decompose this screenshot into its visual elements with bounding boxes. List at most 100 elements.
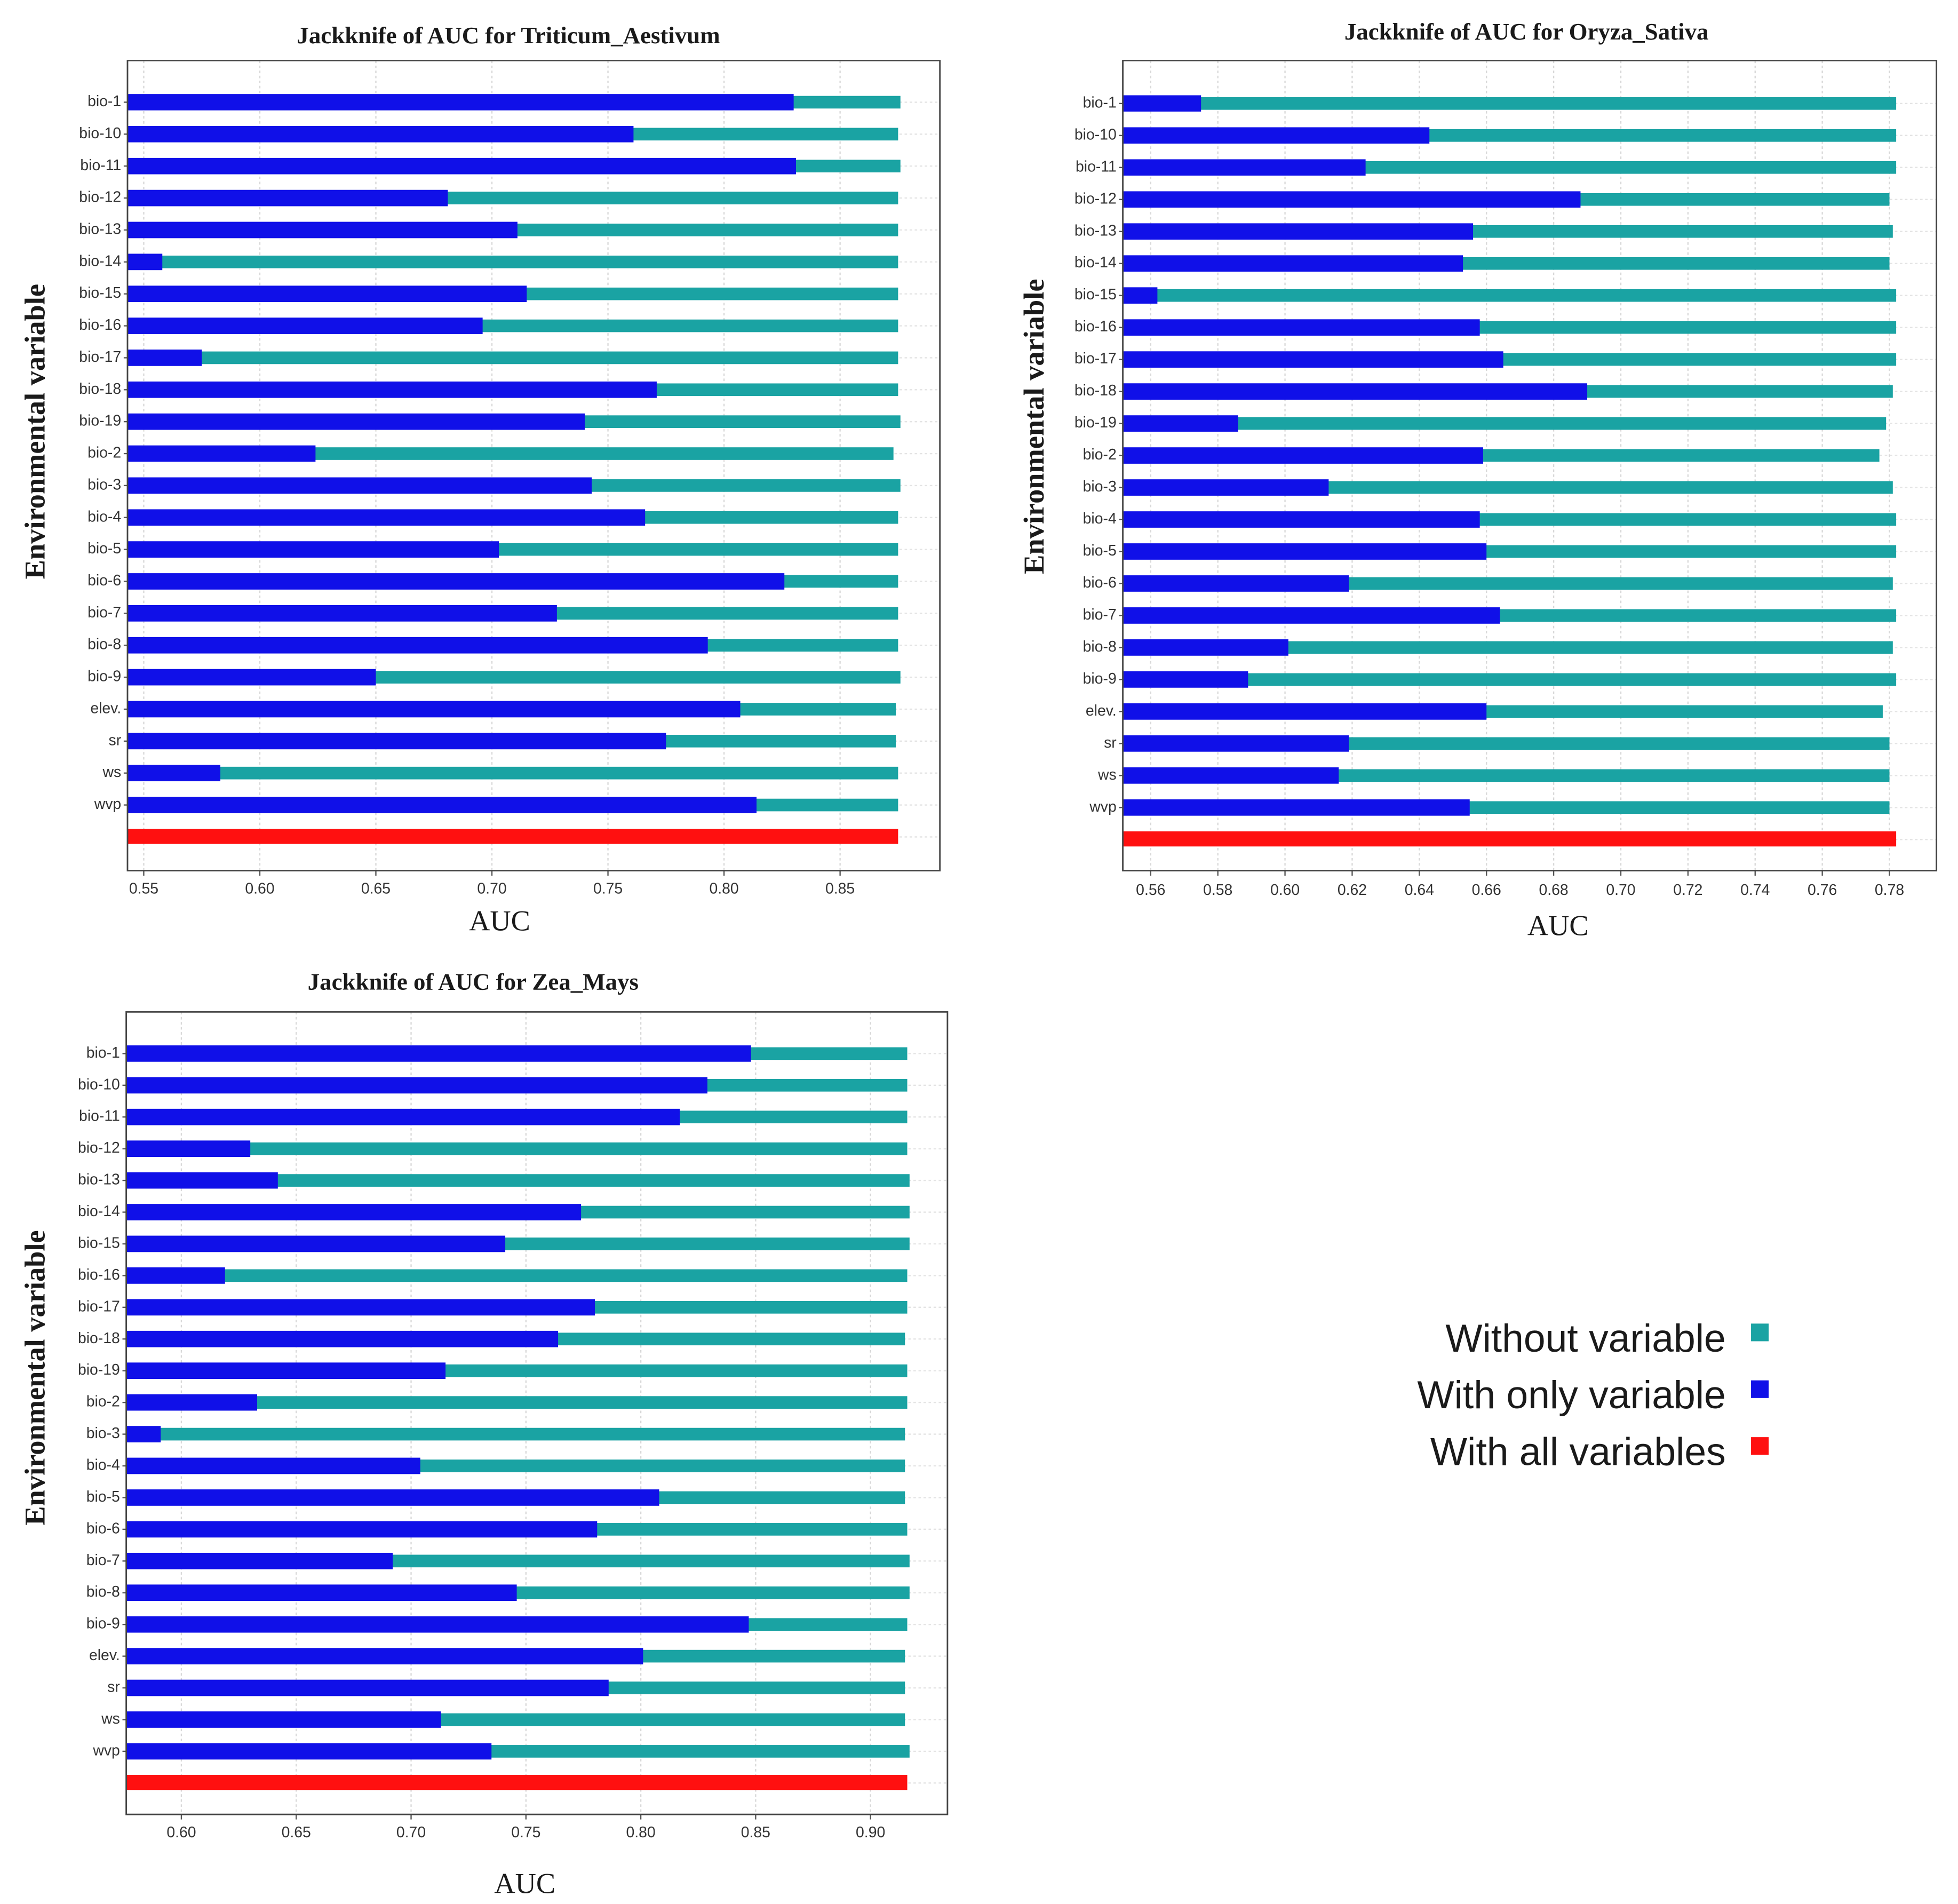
x-tick-label: 0.70 — [477, 880, 506, 897]
y-tick-label: bio-4 — [86, 1456, 120, 1473]
bar-with-only — [126, 1552, 393, 1569]
bar-with-only — [1123, 447, 1483, 464]
legend-swatch — [1751, 1437, 1769, 1455]
bar-with-only — [127, 157, 796, 174]
plot-frame — [1122, 60, 1938, 871]
bar-with-only — [127, 221, 518, 239]
bar-all — [1123, 831, 1897, 847]
bar-with-only — [1123, 543, 1487, 560]
x-tick-label: 0.80 — [709, 880, 738, 897]
x-tick-label: 0.58 — [1203, 882, 1232, 899]
chart: 0.60 0.65 0.70 0.75 0.80 0.85 0.90 bio-1 bio-10 b… — [19, 969, 949, 1899]
bar-with-only — [126, 1457, 420, 1474]
bar-without — [1123, 289, 1897, 302]
y-tick-label: bio-14 — [79, 252, 121, 269]
bar-with-only — [1123, 191, 1581, 208]
y-tick-label: bio-11 — [1076, 158, 1117, 175]
x-tick-label: 0.85 — [741, 1824, 770, 1841]
bar-without — [126, 1396, 908, 1409]
y-tick-label: bio-16 — [1074, 318, 1117, 335]
y-axis-label: Environmental variable — [19, 1230, 51, 1525]
bar-with-only — [1123, 767, 1339, 784]
bar-with-only — [127, 381, 657, 398]
bar-with-only — [1123, 127, 1430, 144]
bar-with-only — [1123, 511, 1480, 528]
y-tick-label: bio-16 — [78, 1266, 120, 1283]
x-tick-label: 0.65 — [361, 880, 391, 897]
bar-with-only — [1123, 319, 1480, 336]
bar-with-only — [1123, 383, 1588, 400]
y-tick-label: ws — [102, 764, 121, 781]
bar-with-only — [126, 1204, 582, 1220]
y-tick-label: wvp — [1089, 798, 1116, 815]
bar-with-only — [127, 733, 666, 750]
y-tick-label: bio-12 — [1074, 190, 1117, 207]
bar-with-only — [1123, 351, 1503, 368]
y-tick-label: bio-14 — [78, 1203, 120, 1220]
bar-without — [126, 1142, 908, 1155]
y-tick-label: bio-10 — [78, 1076, 120, 1093]
y-tick-label: ws — [1097, 766, 1117, 783]
y-axis-label: Environmental variable — [1018, 279, 1050, 574]
bar-with-only — [126, 1077, 707, 1094]
x-tick-label: 0.80 — [626, 1824, 655, 1841]
bar-without — [1123, 97, 1897, 110]
y-tick-label: bio-13 — [78, 1171, 120, 1188]
y-tick-label: sr — [109, 732, 122, 749]
chart-title: Jackknife of AUC for Zea_Mays — [308, 969, 639, 995]
bar-with-only — [126, 1584, 517, 1601]
y-tick-label: bio-19 — [1074, 414, 1117, 431]
chart: 0.55 0.60 0.65 0.70 0.75 0.80 0.85 bio-1 bio-10 b… — [19, 22, 941, 937]
bar-with-only — [127, 445, 316, 462]
bar-with-only — [1123, 223, 1474, 240]
bar-with-only — [1123, 735, 1349, 752]
bar-without — [127, 447, 894, 460]
bar-with-only — [1123, 607, 1500, 624]
y-tick-label: bio-19 — [79, 412, 121, 430]
bar-with-only — [126, 1330, 559, 1347]
y-tick-label: bio-18 — [78, 1330, 120, 1347]
bar-with-only — [126, 1045, 751, 1062]
y-tick-label: bio-2 — [1083, 446, 1117, 463]
bar-with-only — [1123, 255, 1463, 272]
bar-with-only — [127, 637, 708, 654]
legend: Without variable With only variable With a… — [1417, 1316, 1769, 1474]
y-tick-label: bio-8 — [1083, 638, 1117, 655]
y-tick-label: bio-17 — [78, 1298, 120, 1315]
legend-swatch — [1751, 1380, 1769, 1398]
y-tick-label: wvp — [94, 796, 121, 813]
bar-without — [127, 766, 898, 780]
bar-with-only — [127, 669, 376, 686]
x-axis-label: AUC — [1527, 910, 1589, 942]
bar-with-only — [1123, 575, 1349, 592]
x-tick-label: 0.68 — [1539, 882, 1568, 899]
x-tick-label: 0.60 — [245, 880, 274, 897]
bar-with-only — [127, 573, 785, 590]
y-tick-label: bio-8 — [87, 636, 121, 653]
x-tick-label: 0.65 — [282, 1824, 311, 1841]
bar-with-only — [126, 1648, 643, 1664]
y-tick-label: bio-5 — [1083, 542, 1117, 559]
x-tick-label: 0.64 — [1405, 882, 1434, 899]
x-tick-label: 0.55 — [129, 880, 158, 897]
bar-with-only — [1123, 159, 1366, 176]
x-tick-label: 0.90 — [856, 1824, 885, 1841]
bar-with-only — [126, 1267, 225, 1284]
y-tick-label: bio-10 — [1074, 126, 1117, 143]
plot-frame — [126, 60, 941, 871]
bar-without — [126, 1427, 905, 1441]
y-tick-label: bio-8 — [86, 1583, 120, 1600]
y-tick-label: bio-18 — [79, 380, 121, 398]
y-tick-label: bio-15 — [1074, 286, 1117, 303]
y-tick-label: bio-1 — [86, 1044, 120, 1061]
bar-with-only — [127, 126, 634, 142]
bar-with-only — [1123, 671, 1248, 688]
x-axis-label: AUC — [494, 1867, 555, 1899]
y-tick-label: bio-5 — [86, 1488, 120, 1505]
y-tick-label: bio-3 — [86, 1425, 120, 1442]
plot-frame — [125, 1011, 949, 1815]
y-tick-label: bio-3 — [87, 476, 121, 493]
y-tick-label: bio-12 — [79, 189, 121, 206]
y-tick-label: bio-18 — [1074, 382, 1117, 399]
y-tick-label: bio-1 — [1083, 94, 1117, 111]
